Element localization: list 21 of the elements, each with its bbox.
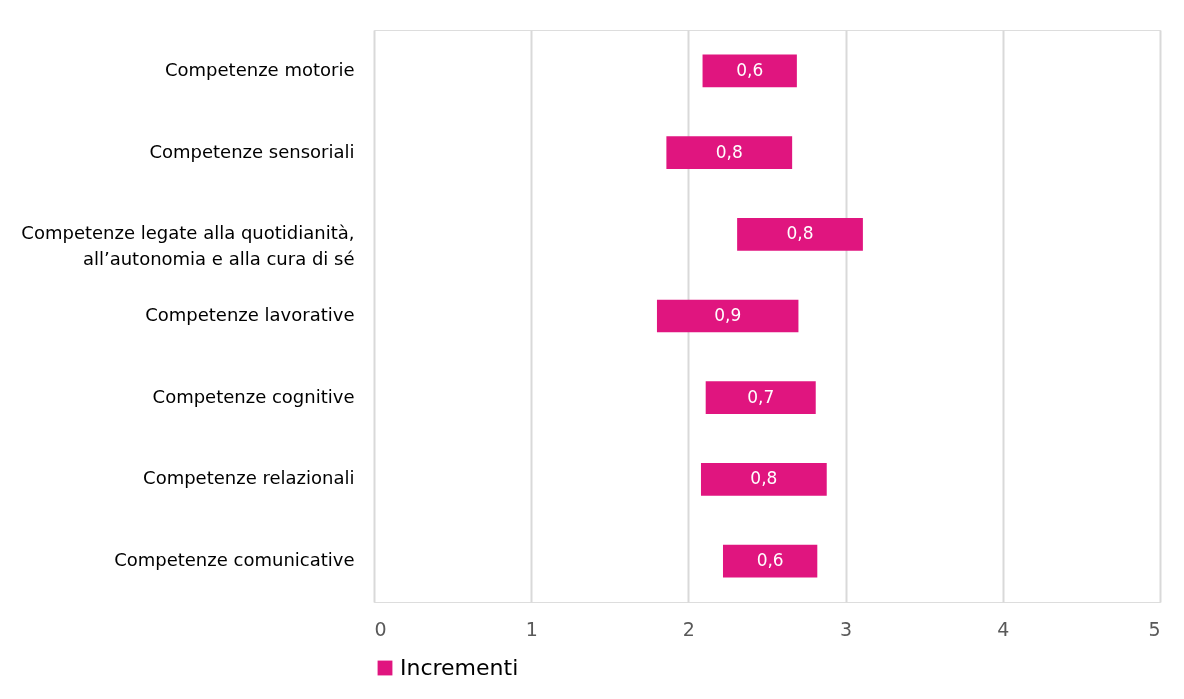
x-tick-label: 5 bbox=[1148, 617, 1161, 640]
legend-label: Incrementi bbox=[400, 655, 519, 680]
data-label: 0,8 bbox=[786, 223, 814, 244]
y-tick-label: Competenze motorie bbox=[165, 58, 355, 80]
data-label: 0,6 bbox=[756, 550, 784, 571]
y-tick-label: Competenze sensoriali bbox=[149, 140, 355, 162]
y-tick-label: Competenze lavorative bbox=[145, 304, 355, 325]
y-tick-label: Competenze cognitive bbox=[152, 385, 355, 407]
x-tick-label: 0 bbox=[374, 617, 387, 640]
y-tick-label: Competenze legate alla quotidianità, all’autonomia e alla cura di sé bbox=[21, 222, 355, 270]
x-tick-label: 4 bbox=[997, 617, 1010, 640]
x-tick-label: 2 bbox=[682, 617, 695, 640]
data-label: 0,9 bbox=[714, 305, 742, 325]
data-label: 0,7 bbox=[747, 386, 775, 407]
data-label: 0,6 bbox=[736, 59, 764, 80]
y-tick-label: Competenze comunicative bbox=[114, 549, 355, 571]
y-tick-label: Competenze relazionali bbox=[143, 467, 355, 489]
data-label: 0,8 bbox=[715, 141, 743, 162]
x-tick-label: 1 bbox=[525, 617, 538, 640]
x-tick-label: 3 bbox=[840, 617, 853, 640]
data-label: 0,8 bbox=[750, 468, 778, 489]
